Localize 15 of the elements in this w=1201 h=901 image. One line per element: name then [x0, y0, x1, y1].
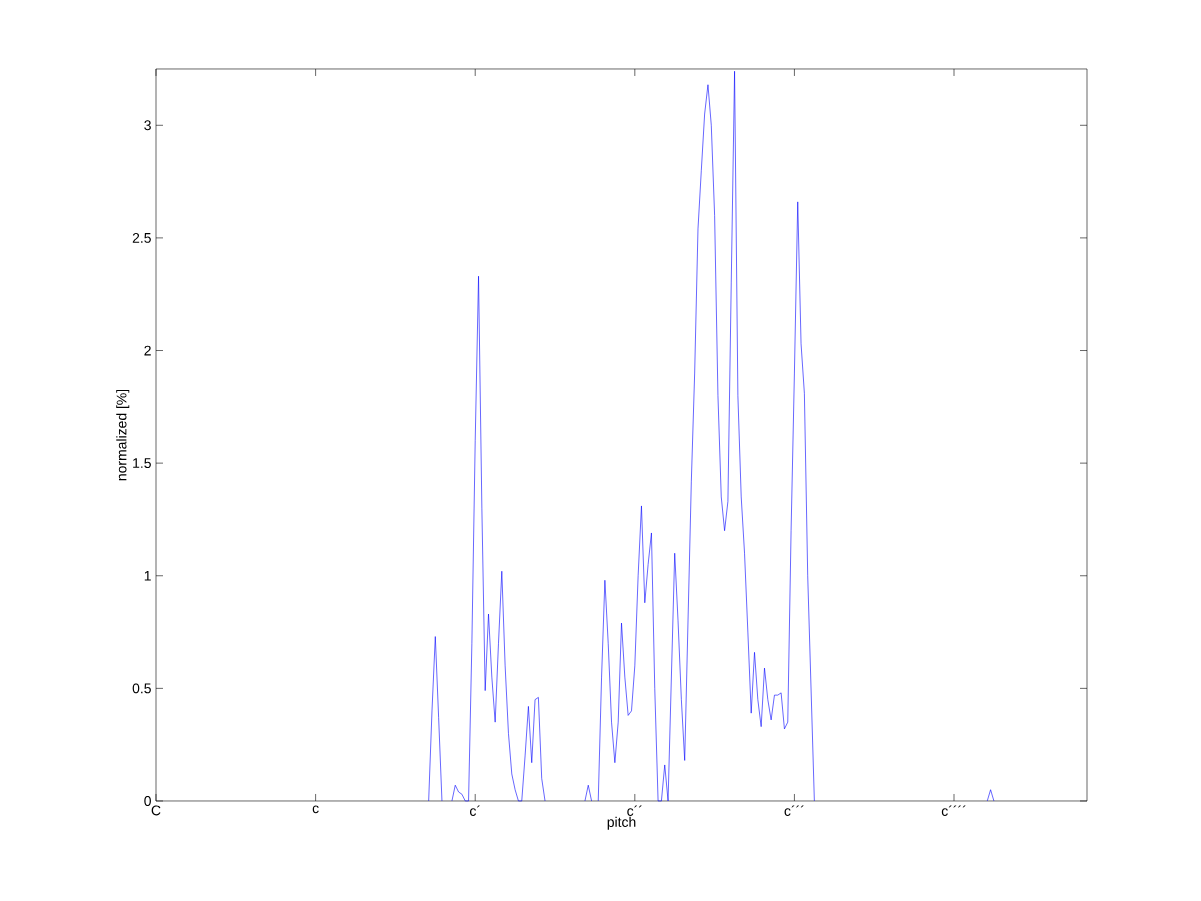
y-axis-title: normalized [%] — [116, 389, 130, 481]
y-tick-label: 3 — [144, 120, 151, 131]
y-tick-label: 1.5 — [133, 458, 151, 469]
y-tick-label: 1 — [144, 570, 151, 581]
y-tick-label: 0 — [144, 796, 151, 806]
y-tick-label: 2.5 — [132, 232, 151, 243]
x-tick-label: c´´´ — [784, 805, 804, 816]
x-axis-title: pitch — [607, 816, 636, 830]
x-tick-label: c´ — [470, 805, 480, 816]
y-tick-label: 0.5 — [132, 683, 151, 694]
y-tick-label: 2 — [144, 345, 151, 356]
x-tick-label: c´´ — [627, 805, 642, 816]
x-tick-label: c — [312, 805, 319, 814]
x-tick-label: c´´´´ — [941, 805, 966, 816]
x-tick-label: C — [151, 805, 161, 816]
